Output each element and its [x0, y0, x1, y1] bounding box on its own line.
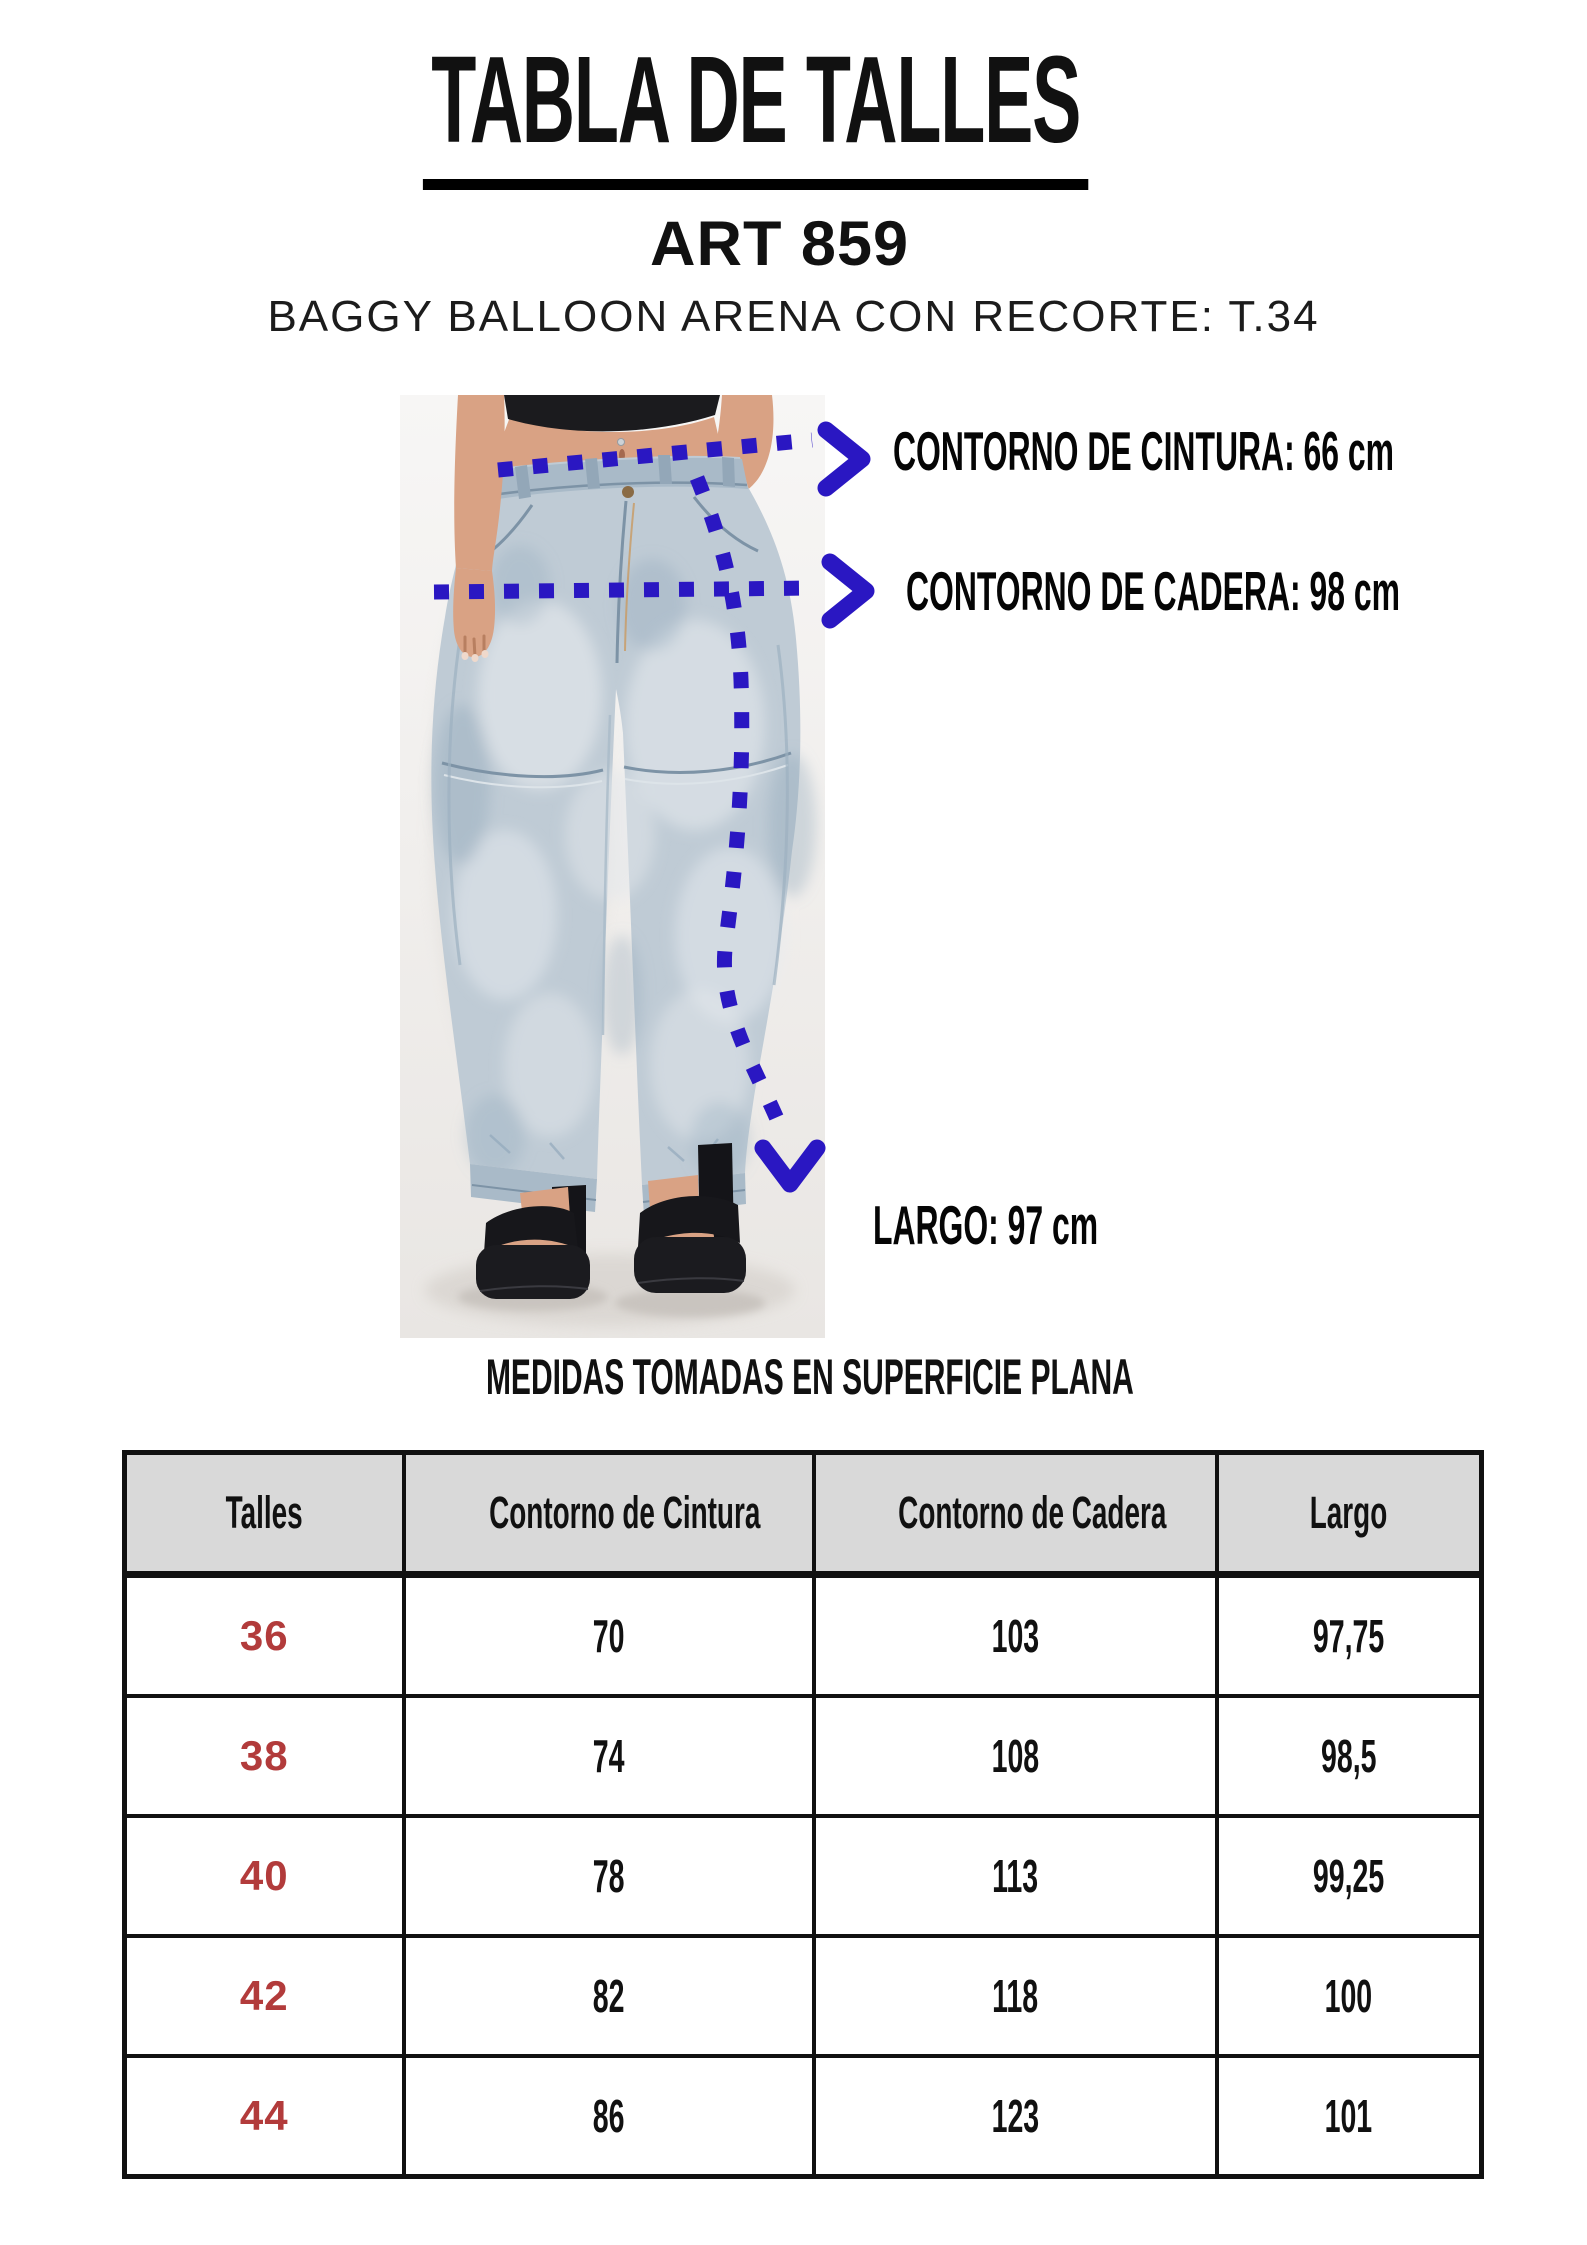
crop-top — [504, 395, 720, 432]
size-table: Talles Contorno de Cintura Contorno de C… — [122, 1450, 1484, 2179]
column-header-largo: Largo — [1214, 1450, 1484, 1578]
cell-cadera: 113 — [811, 1814, 1219, 1938]
cell-talle: 42 — [122, 1934, 406, 2058]
article-number: ART 859 — [649, 209, 910, 279]
cell-largo: 98,5 — [1214, 1694, 1484, 1818]
cell-largo: 100 — [1214, 1934, 1484, 2058]
column-header-cadera: Contorno de Cadera — [811, 1450, 1219, 1578]
cell-cintura: 74 — [401, 1694, 816, 1818]
waist-annotation: CONTORNO DE CINTURA: 66 cm — [893, 420, 1395, 482]
platform-sandals — [458, 1143, 765, 1317]
cell-cintura: 82 — [401, 1934, 816, 2058]
cell-largo: 97,75 — [1214, 1572, 1484, 1698]
hip-annotation: CONTORNO DE CADERA: 98 cm — [906, 560, 1400, 622]
cell-cadera: 118 — [811, 1934, 1219, 2058]
table-row: 42 82 118 100 — [122, 1934, 1484, 2058]
cell-cintura: 78 — [401, 1814, 816, 1938]
table-row: 36 70 103 97,75 — [122, 1572, 1484, 1698]
product-subtitle: BAGGY BALLOON ARENA CON RECORTE: T.34 — [267, 292, 1320, 341]
measurement-note: MEDIDAS TOMADAS EN SUPERFICIE PLANA — [485, 1349, 1134, 1405]
waist-arrow-icon — [817, 421, 871, 497]
cell-largo: 101 — [1214, 2054, 1484, 2179]
model-photo-illustration — [400, 395, 825, 1338]
table-header-row: Talles Contorno de Cintura Contorno de C… — [122, 1450, 1484, 1578]
cell-cadera: 103 — [811, 1572, 1219, 1698]
cell-talle: 40 — [122, 1814, 406, 1938]
table-row: 38 74 108 98,5 — [122, 1694, 1484, 1818]
page-title-text: TABLA DE TALLES — [422, 36, 1089, 191]
cell-largo: 99,25 — [1214, 1814, 1484, 1938]
table-row: 44 86 123 101 — [122, 2054, 1484, 2179]
cell-talle: 38 — [122, 1694, 406, 1818]
cell-cintura: 70 — [401, 1572, 816, 1698]
cell-cadera: 108 — [811, 1694, 1219, 1818]
cell-talle: 44 — [122, 2054, 406, 2179]
table-row: 40 78 113 99,25 — [122, 1814, 1484, 1938]
cell-talle: 36 — [122, 1572, 406, 1698]
page-title: TABLA DE TALLES — [0, 36, 1549, 191]
cell-cadera: 123 — [811, 2054, 1219, 2179]
cell-cintura: 86 — [401, 2054, 816, 2179]
length-annotation: LARGO: 97 cm — [873, 1194, 1099, 1256]
hip-arrow-icon — [821, 553, 875, 629]
product-photo — [400, 395, 825, 1338]
column-header-cintura: Contorno de Cintura — [401, 1450, 816, 1578]
column-header-talles: Talles — [122, 1450, 406, 1578]
